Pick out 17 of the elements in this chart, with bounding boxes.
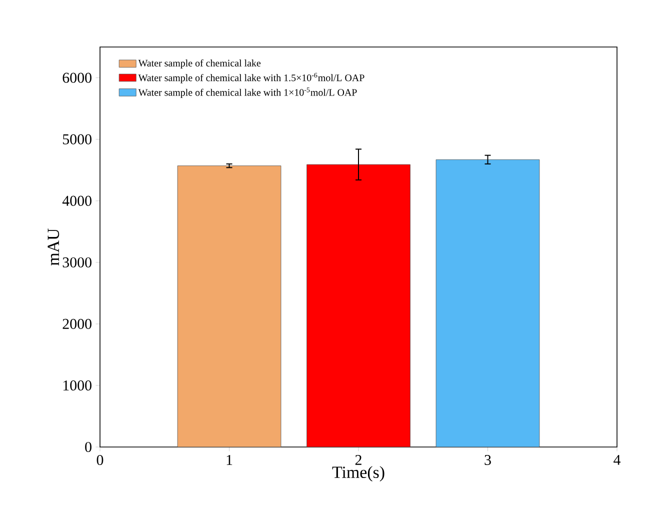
y-tick-label: 1000 xyxy=(63,380,92,390)
y-tick-label: 2000 xyxy=(62,318,92,329)
x-tick-label: 0 xyxy=(96,454,104,466)
legend-label: Water sample of chemical lake xyxy=(138,59,261,69)
y-tick-label: 6000 xyxy=(62,72,92,83)
y-tick-label: 0 xyxy=(85,442,92,452)
x-tick-label: 2 xyxy=(355,454,362,465)
y-tick-label: 3000 xyxy=(62,257,92,268)
legend-label: Water sample of chemical lake with 1×10$^{-5}$mol/L OAP xyxy=(138,88,357,98)
y-tick-label: 4000 xyxy=(62,196,92,206)
x-tick-label: 3 xyxy=(484,454,491,466)
y-tick-label: 5000 xyxy=(63,134,92,144)
y-axis-title: mAU xyxy=(48,228,60,266)
x-tick-label: 1 xyxy=(226,454,232,465)
x-tick-label: 4 xyxy=(614,454,620,465)
legend-label: Water sample of chemical lake with 1.5×10$^{-6}$mol/L OAP xyxy=(138,72,364,84)
x-axis-title: Time(s) xyxy=(332,466,384,482)
